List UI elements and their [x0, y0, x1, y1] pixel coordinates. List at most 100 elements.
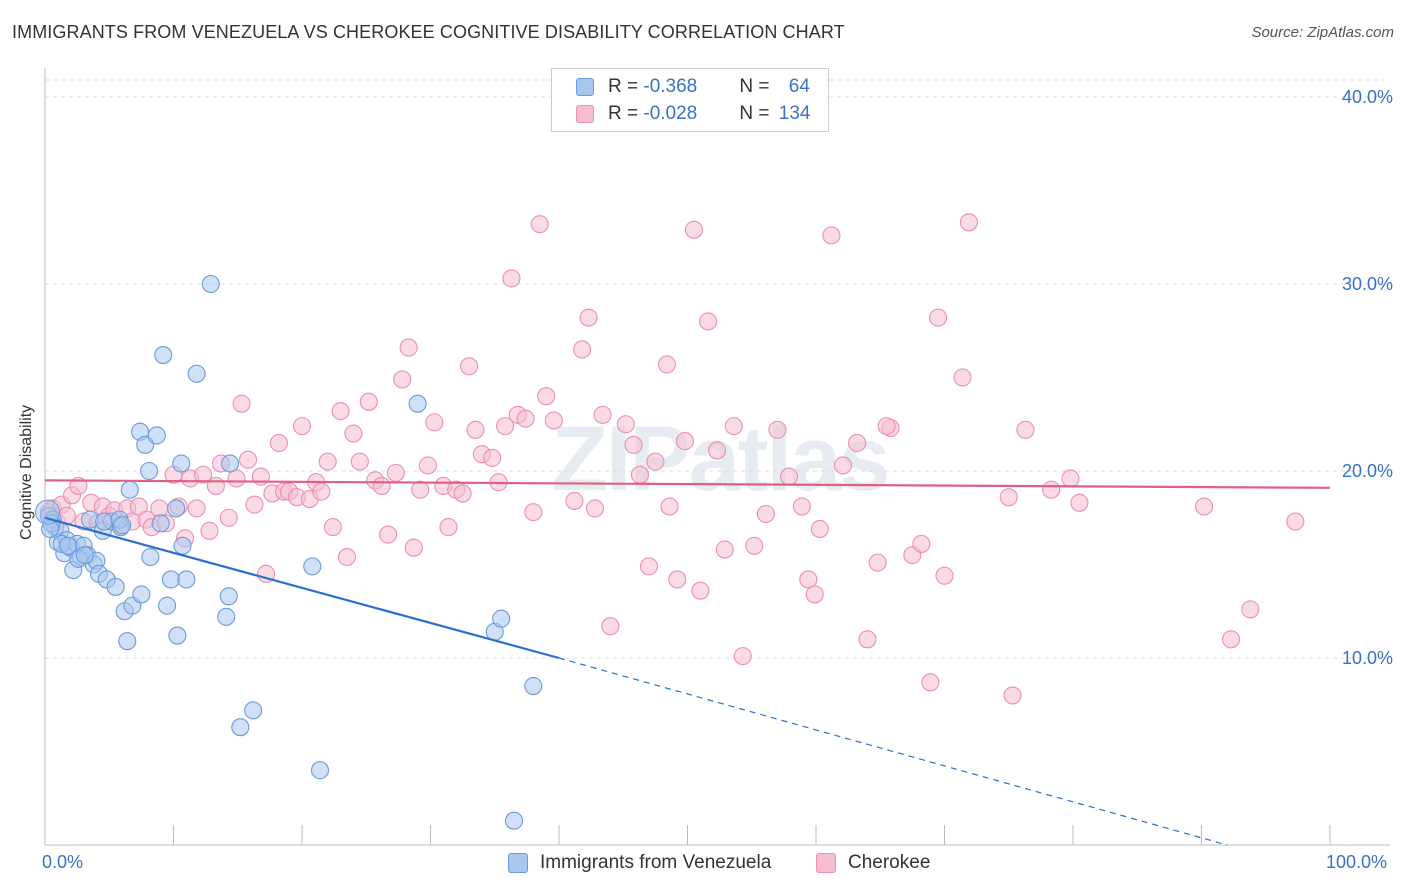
legend-swatch-blue: [576, 78, 594, 96]
cherokee-point: [1241, 600, 1260, 619]
cherokee-trend-line: [44, 479, 1331, 489]
cherokee-point: [453, 484, 472, 503]
venezuela-point: [141, 547, 160, 567]
venezuela-point-large: [35, 499, 61, 525]
cherokee-point: [206, 476, 225, 496]
legend-swatch-cherokee: [816, 853, 836, 873]
venezuela-point: [75, 546, 94, 565]
cherokee-point: [312, 482, 331, 501]
legend-item-venezuela: Immigrants from Venezuela: [508, 852, 771, 874]
legend-swatch-pink: [576, 105, 594, 123]
venezuela-point: [106, 577, 125, 596]
y-tick-label: 20.0%: [1342, 461, 1393, 481]
cherokee-point: [269, 433, 288, 453]
cherokee-point: [418, 456, 437, 475]
cherokee-point: [318, 452, 337, 471]
cherokee-point: [69, 476, 88, 496]
legend-item-cherokee: Cherokee: [816, 852, 930, 874]
venezuela-point: [492, 609, 511, 628]
venezuela-point: [95, 512, 114, 531]
cherokee-point: [953, 368, 972, 387]
legend-n-label: N =: [739, 103, 775, 124]
cherokee-point: [411, 480, 430, 499]
cherokee-point: [959, 213, 978, 232]
cherokee-point: [516, 409, 535, 428]
cherokee-point: [657, 355, 676, 374]
watermark: ZIPatlas: [552, 408, 889, 510]
cherokee-point: [232, 394, 251, 413]
venezuela-point: [524, 676, 543, 696]
venezuela-points: [35, 274, 543, 830]
venezuela-trend-line: [44, 516, 560, 660]
cherokee-point: [1286, 512, 1305, 531]
cherokee-point: [848, 433, 867, 453]
cherokee-point: [1070, 493, 1089, 512]
legend-r-value: -0.368: [643, 76, 698, 97]
cherokee-point: [1195, 497, 1214, 516]
cherokee-point: [359, 392, 378, 411]
series-legend: Immigrants from Venezuela Cherokee: [0, 852, 1406, 876]
cherokee-point: [466, 420, 485, 439]
cherokee-point: [459, 357, 479, 376]
legend-label-cherokee: Cherokee: [848, 852, 931, 873]
cherokee-point: [386, 463, 405, 482]
cherokee-point: [799, 570, 818, 589]
cherokee-point: [630, 465, 650, 484]
venezuela-point: [504, 811, 524, 830]
cherokee-point: [537, 387, 556, 406]
cherokee-point: [912, 534, 931, 553]
cherokee-point: [684, 220, 703, 239]
y-tick-labels: 10.0% 20.0% 30.0% 40.0%: [1342, 87, 1393, 668]
legend-r-label: R =: [608, 103, 644, 124]
venezuela-point: [140, 461, 159, 481]
cherokee-point: [337, 547, 357, 567]
cherokee-point: [502, 269, 521, 288]
cherokee-points: [39, 213, 1305, 705]
cherokee-point: [344, 424, 363, 443]
cherokee-point: [768, 420, 787, 439]
venezuela-point: [59, 536, 78, 555]
cherokee-point: [219, 508, 238, 527]
cherokee-point: [187, 499, 206, 518]
cherokee-point: [877, 417, 896, 436]
cherokee-point: [999, 488, 1018, 507]
cherokee-point: [200, 521, 219, 540]
axes: [44, 68, 1390, 846]
cherokee-point: [530, 215, 549, 234]
legend-n-label: N =: [739, 76, 775, 97]
source-label: Source: ZipAtlas.com: [1251, 24, 1394, 41]
legend-r-value: -0.028: [643, 103, 698, 124]
venezuela-point: [147, 426, 166, 445]
cherokee-point: [573, 340, 592, 359]
cherokee-point: [779, 467, 799, 486]
venezuela-point: [219, 587, 238, 606]
cherokee-point: [639, 557, 659, 576]
cherokee-point: [245, 495, 264, 514]
cherokee-point: [350, 452, 369, 471]
cherokee-point: [616, 415, 635, 434]
cherokee-point: [379, 525, 398, 544]
cherokee-point: [524, 503, 543, 522]
cherokee-point: [660, 497, 679, 516]
y-tick-label: 40.0%: [1342, 87, 1393, 107]
cherokee-point: [668, 570, 687, 589]
legend-row-venezuela: R = -0.368 N = 64: [576, 75, 810, 99]
cherokee-point: [331, 402, 350, 421]
venezuela-point: [244, 701, 263, 720]
cherokee-point: [585, 499, 605, 518]
venezuela-point: [217, 607, 236, 626]
cherokee-point: [929, 308, 948, 327]
venezuela-point: [167, 499, 186, 518]
cherokee-point: [1003, 686, 1022, 705]
venezuela-point: [231, 718, 250, 737]
cherokee-point: [292, 417, 312, 436]
cherokee-point: [1061, 469, 1080, 488]
cherokee-point: [194, 465, 213, 484]
cherokee-point: [495, 417, 515, 436]
legend-n-value: 134: [778, 103, 811, 124]
venezuela-point: [172, 454, 191, 473]
cherokee-point: [724, 417, 743, 436]
x-tick-label-min: 0.0%: [42, 852, 84, 872]
venezuela-point: [154, 346, 173, 365]
